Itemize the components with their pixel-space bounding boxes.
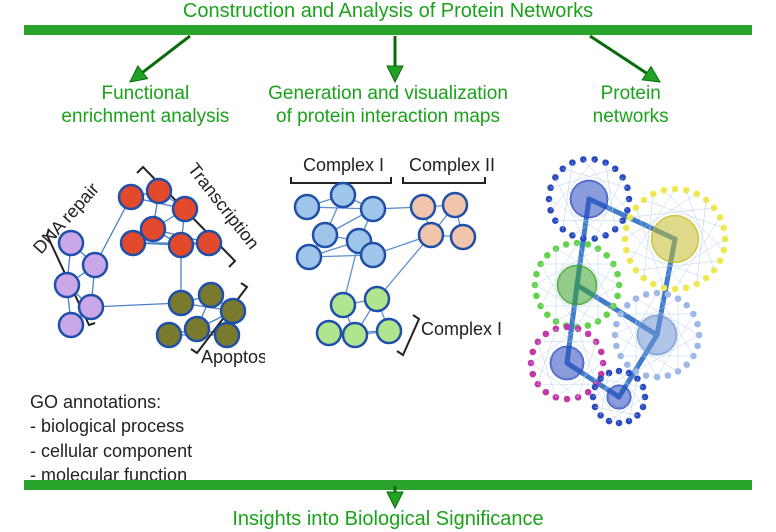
go-heading: GO annotations: <box>30 390 192 414</box>
go-annotations: GO annotations: - biological process - c… <box>30 390 192 487</box>
go-item: - cellular component <box>30 439 192 463</box>
top-title: Construction and Analysis of Protein Net… <box>0 0 776 23</box>
col-interaction: Generation and visualization of protein … <box>267 83 510 440</box>
svg-text:Complex I: Complex I <box>303 155 384 175</box>
col-functional: Functional enrichment analysis DNA repai… <box>24 83 267 440</box>
svg-text:Complex II: Complex II <box>409 155 495 175</box>
col-title-2: Generation and visualization of protein … <box>267 83 510 129</box>
networks-graphic <box>521 135 741 435</box>
interaction-graphic: Complex I Complex II Complex III <box>273 135 503 375</box>
col-title-3: Protein networks <box>509 83 752 129</box>
col-title-1: Functional enrichment analysis <box>24 83 267 129</box>
col-networks: Protein networks <box>509 83 752 440</box>
functional-graphic: DNA repairTranscriptionApoptosis <box>25 135 265 385</box>
svg-text:Complex III: Complex III <box>421 319 503 339</box>
columns: Functional enrichment analysis DNA repai… <box>0 83 776 440</box>
go-item: - biological process <box>30 414 192 438</box>
bottom-title: Insights into Biological Significance <box>0 508 776 531</box>
svg-text:Apoptosis: Apoptosis <box>201 347 265 367</box>
